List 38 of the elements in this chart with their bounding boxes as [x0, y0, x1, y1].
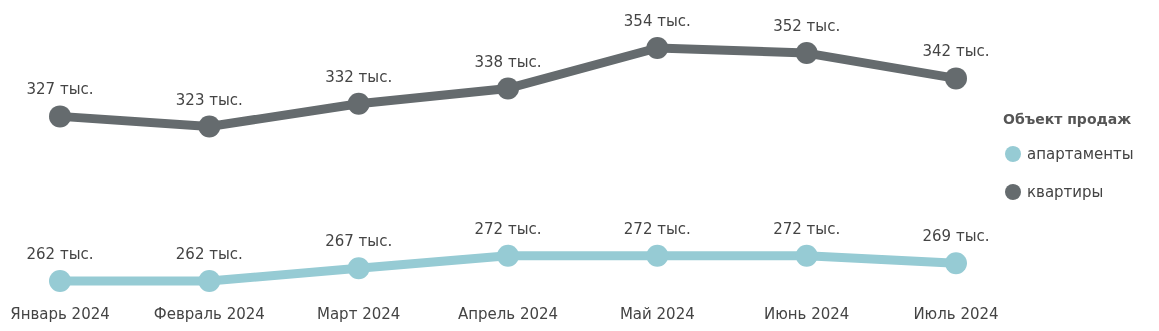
data-label: 262 тыс. — [26, 245, 94, 263]
x-tick-label: Апрель 2024 — [457, 305, 559, 323]
point — [945, 67, 967, 90]
data-label: 354 тыс. — [623, 12, 691, 30]
data-label: 342 тыс. — [922, 42, 990, 61]
point — [945, 252, 967, 275]
x-tick-label: Февраль 2024 — [153, 305, 265, 323]
point — [347, 257, 370, 280]
point — [497, 77, 519, 100]
point — [795, 42, 818, 65]
data-label: 272 тыс. — [474, 219, 542, 238]
x-tick-label: Январь 2024 — [10, 305, 110, 323]
data-label: 332 тыс. — [325, 67, 393, 86]
point — [198, 270, 221, 292]
legend-title: Объект продаж — [1003, 111, 1132, 127]
data-label: 262 тыс. — [175, 245, 243, 263]
point — [646, 37, 669, 59]
point — [497, 244, 519, 267]
x-tick-label: Июнь 2024 — [763, 305, 850, 323]
point — [49, 105, 71, 128]
data-label: 272 тыс. — [773, 219, 841, 238]
data-label: 267 тыс. — [325, 232, 393, 251]
point — [646, 244, 669, 267]
legend-label: апартаменты — [1027, 145, 1134, 163]
data-label: 272 тыс. — [623, 219, 691, 238]
data-label: 269 тыс. — [922, 227, 990, 246]
data-label: 327 тыс. — [26, 80, 94, 99]
point — [795, 244, 818, 267]
point — [198, 115, 221, 138]
point — [49, 270, 71, 292]
x-tick-label: Март 2024 — [316, 305, 401, 323]
x-tick-label: Май 2024 — [619, 305, 695, 323]
data-label: 323 тыс. — [175, 90, 243, 109]
point — [347, 92, 370, 115]
data-label: 338 тыс. — [474, 52, 542, 71]
legend-label: квартиры — [1027, 183, 1104, 201]
data-label: 352 тыс. — [773, 17, 841, 36]
x-tick-label: Июль 2024 — [913, 305, 999, 323]
